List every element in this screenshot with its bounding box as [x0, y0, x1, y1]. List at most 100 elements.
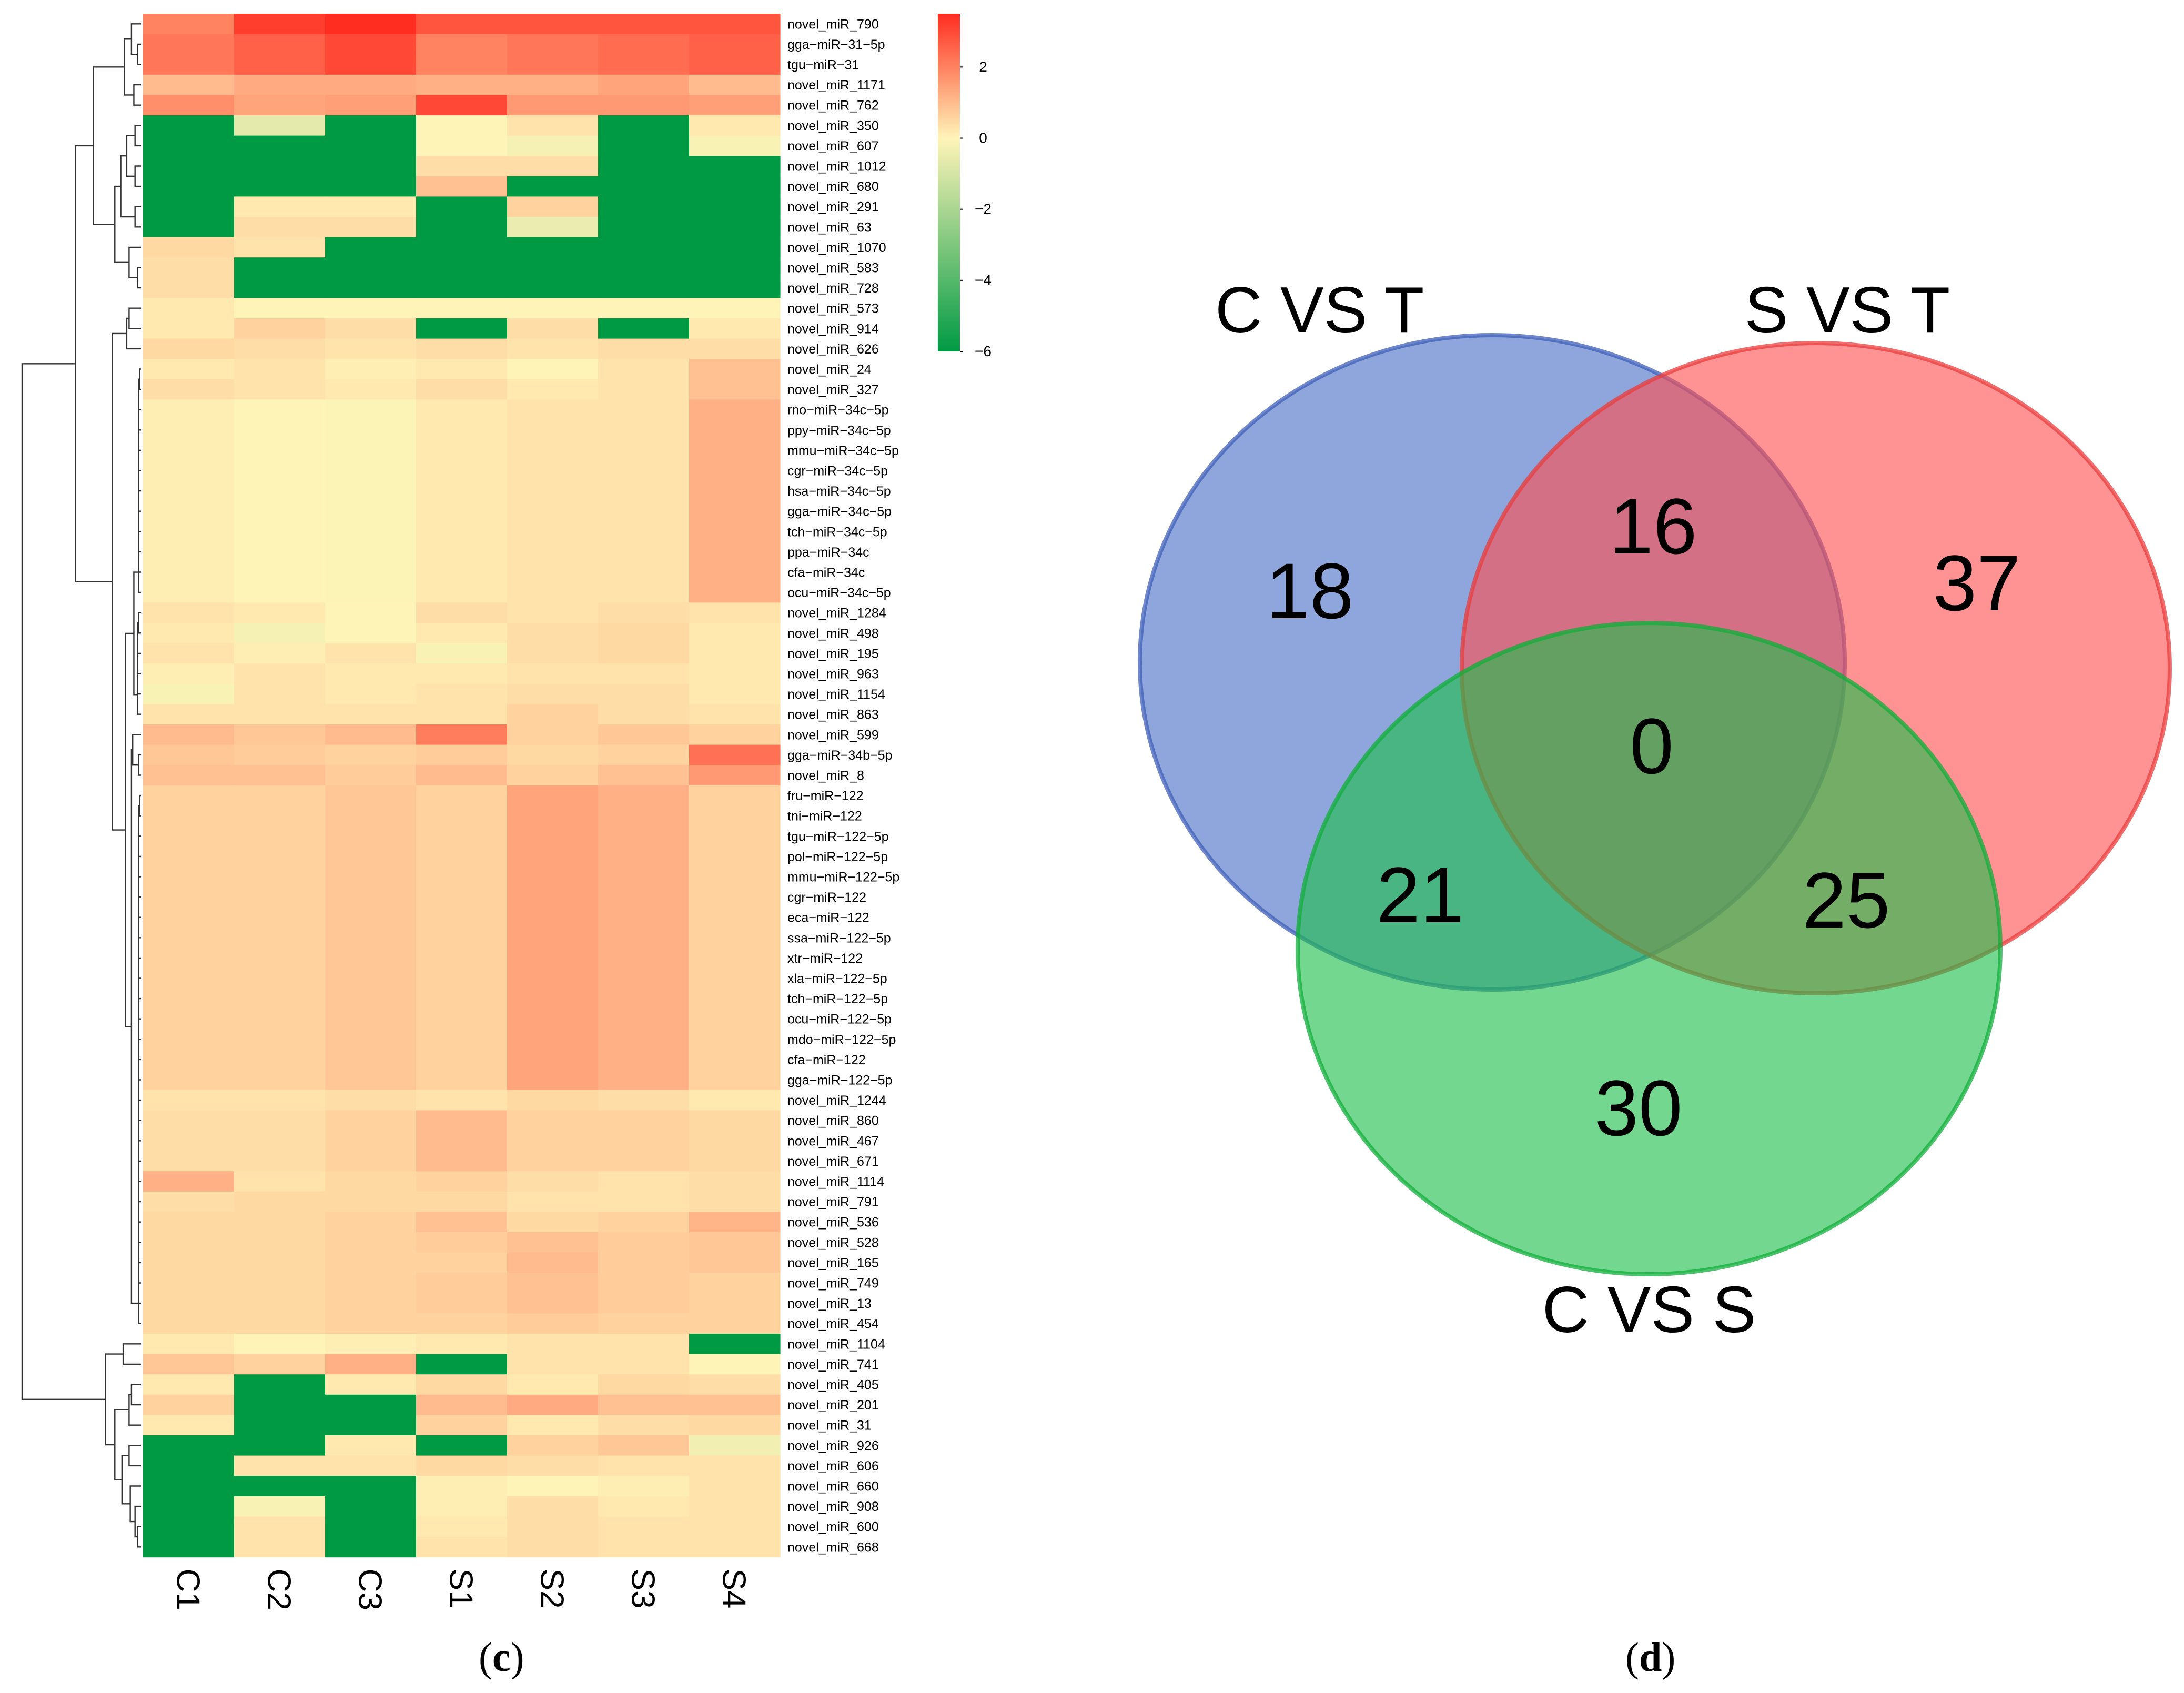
- heatmap-cell: [507, 1252, 599, 1273]
- row-label: ssa−miR−122−5p: [787, 931, 891, 945]
- row-label: novel_miR_606: [787, 1459, 879, 1474]
- heatmap-cell: [143, 1313, 235, 1334]
- heatmap-cell: [507, 176, 599, 197]
- heatmap-cell: [416, 420, 508, 441]
- heatmap-cell: [234, 1212, 326, 1233]
- heatmap-cell: [325, 1455, 417, 1476]
- heatmap-cell: [598, 948, 690, 969]
- heatmap-cell: [689, 1293, 781, 1314]
- heatmap-cell: [416, 95, 508, 116]
- heatmap-cell: [325, 1476, 417, 1497]
- heatmap-cell: [234, 1455, 326, 1476]
- heatmap-cell: [598, 602, 690, 623]
- heatmap-cell: [143, 582, 235, 603]
- heatmap-cell: [416, 805, 508, 827]
- heatmap-cell: [598, 683, 690, 704]
- heatmap-cell: [325, 338, 417, 359]
- heatmap-cell: [143, 115, 235, 136]
- colorbar-tick-label: 2: [979, 58, 987, 75]
- heatmap-cell: [507, 480, 599, 501]
- heatmap-cell: [234, 277, 326, 298]
- heatmap-cell: [416, 440, 508, 461]
- heatmap-cell: [234, 176, 326, 197]
- heatmap-cell: [234, 1171, 326, 1192]
- heatmap-cell: [598, 582, 690, 603]
- heatmap-cell: [689, 1009, 781, 1030]
- heatmap-cell: [598, 1131, 690, 1152]
- heatmap-cell: [507, 115, 599, 136]
- heatmap-cell: [689, 785, 781, 806]
- row-label: rno−miR−34c−5p: [787, 403, 888, 418]
- heatmap-cell: [598, 1313, 690, 1334]
- heatmap-cell: [325, 562, 417, 583]
- venn-region-count: 21: [1377, 851, 1464, 939]
- row-label: novel_miR_24: [787, 362, 872, 377]
- heatmap-cell: [507, 440, 599, 461]
- row-label: ocu−miR−122−5p: [787, 1012, 892, 1027]
- heatmap-cell: [416, 237, 508, 258]
- heatmap-cell: [325, 521, 417, 542]
- heatmap-cell: [689, 1212, 781, 1233]
- heatmap-cell: [416, 1455, 508, 1476]
- heatmap-cell: [325, 541, 417, 562]
- row-label: tgu−miR−122−5p: [787, 829, 889, 844]
- heatmap-cell: [416, 1151, 508, 1172]
- heatmap-cell: [234, 298, 326, 319]
- heatmap-cell: [598, 237, 690, 258]
- heatmap-cell: [234, 480, 326, 501]
- heatmap-cell: [689, 501, 781, 522]
- heatmap-cell: [234, 1415, 326, 1436]
- row-dendrogram: [21, 23, 141, 1548]
- heatmap-cell: [416, 785, 508, 806]
- heatmap-cell: [689, 988, 781, 1009]
- heatmap-cell: [143, 602, 235, 623]
- heatmap-cell: [598, 1151, 690, 1172]
- heatmap-cell: [507, 582, 599, 603]
- heatmap-cell: [234, 34, 326, 55]
- dendrogram-branch: [137, 1526, 141, 1548]
- heatmap-cell: [416, 704, 508, 725]
- heatmap-cell: [143, 277, 235, 298]
- heatmap-cell: [234, 582, 326, 603]
- heatmap-cell: [689, 1374, 781, 1395]
- heatmap-cell: [143, 1009, 235, 1030]
- row-label: xla−miR−122−5p: [787, 972, 887, 986]
- heatmap-cell: [507, 1354, 599, 1375]
- heatmap-cell: [507, 298, 599, 319]
- row-label: novel_miR_195: [787, 647, 879, 661]
- column-label: S4: [716, 1569, 752, 1609]
- heatmap-cell: [507, 521, 599, 542]
- dendrogram-branch: [128, 246, 141, 278]
- heatmap-cell: [325, 826, 417, 847]
- row-label: novel_miR_201: [787, 1398, 879, 1413]
- heatmap-cell: [689, 826, 781, 847]
- dendrogram-branch: [138, 551, 141, 593]
- heatmap-cell: [689, 1151, 781, 1172]
- heatmap-cell: [325, 95, 417, 116]
- heatmap-cell: [598, 1455, 690, 1476]
- heatmap-cell: [598, 1496, 690, 1517]
- heatmap-cell: [689, 156, 781, 177]
- heatmap-cell: [689, 318, 781, 339]
- heatmap-cell: [325, 379, 417, 400]
- heatmap-cell: [416, 1435, 508, 1456]
- heatmap-cell: [325, 1009, 417, 1030]
- dendrogram-branch: [122, 1343, 141, 1365]
- heatmap-cell: [325, 1516, 417, 1537]
- heatmap-cell: [143, 176, 235, 197]
- row-labels: novel_miR_790 gga−miR−31−5p tgu−miR−31 nove…: [787, 17, 899, 1555]
- heatmap-cell: [234, 1435, 326, 1456]
- heatmap-cell: [689, 460, 781, 481]
- heatmap-cell: [598, 501, 690, 522]
- heatmap-cell: [143, 440, 235, 461]
- heatmap-cell: [143, 623, 235, 644]
- heatmap-cell: [598, 480, 690, 501]
- row-label: novel_miR_660: [787, 1479, 879, 1494]
- dendrogram-branch: [114, 185, 129, 264]
- heatmap-cell: [325, 886, 417, 908]
- dendrogram-branch: [132, 734, 141, 766]
- heatmap-cell: [598, 765, 690, 786]
- heatmap-cell: [325, 14, 417, 35]
- heatmap-cell: [416, 541, 508, 562]
- heatmap-cell: [598, 521, 690, 542]
